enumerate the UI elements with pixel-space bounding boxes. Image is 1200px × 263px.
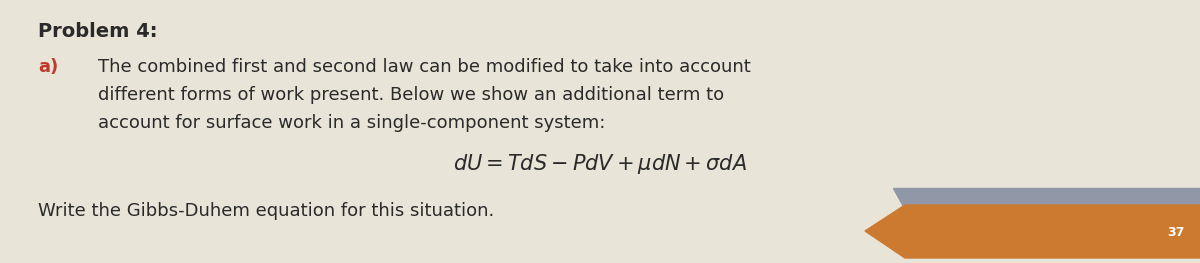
Text: The combined first and second law can be modified to take into account: The combined first and second law can be… (98, 58, 751, 76)
Text: Write the Gibbs-Duhem equation for this situation.: Write the Gibbs-Duhem equation for this … (38, 202, 494, 220)
Text: Problem 4:: Problem 4: (38, 22, 157, 41)
Text: a): a) (38, 58, 59, 76)
Text: $dU = TdS - PdV + \mu dN + \sigma dA$: $dU = TdS - PdV + \mu dN + \sigma dA$ (454, 152, 746, 176)
Polygon shape (865, 205, 1200, 258)
Text: account for surface work in a single-component system:: account for surface work in a single-com… (98, 114, 605, 132)
Text: different forms of work present. Below we show an additional term to: different forms of work present. Below w… (98, 86, 724, 104)
Polygon shape (893, 188, 1200, 255)
Text: 37: 37 (1168, 225, 1186, 239)
